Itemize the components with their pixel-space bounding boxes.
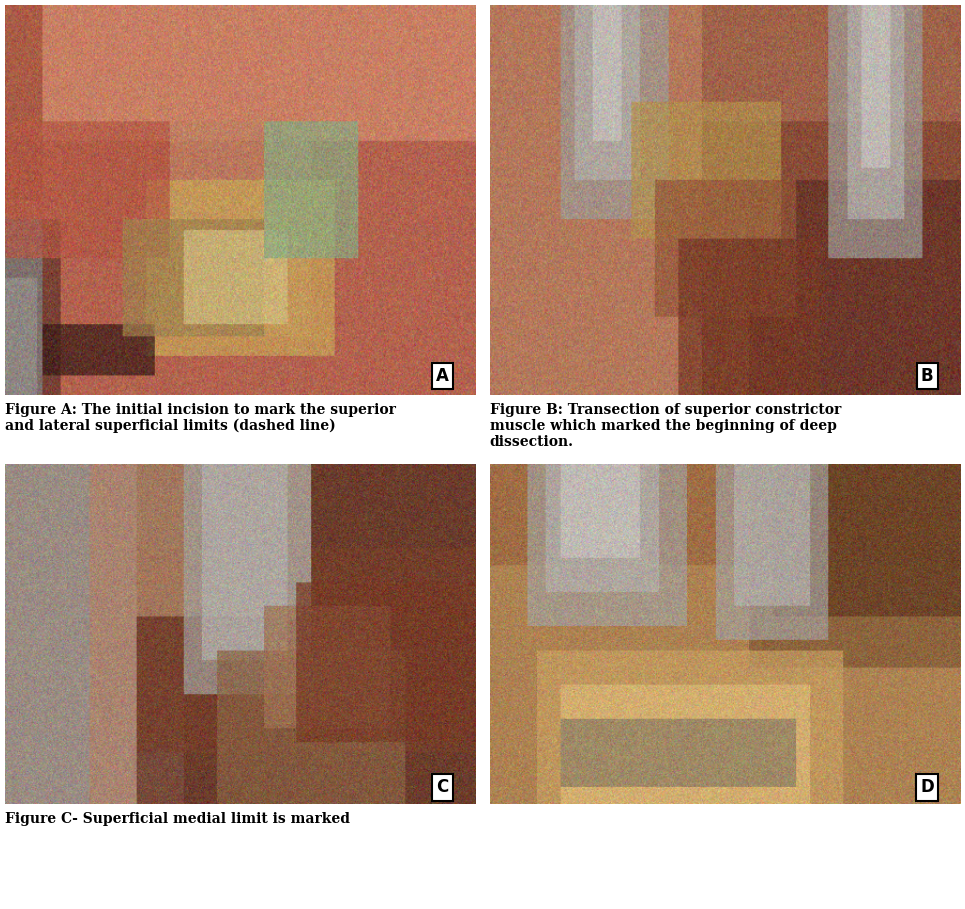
Text: C: C bbox=[436, 778, 449, 796]
Text: Figure B: Transection of superior constrictor
muscle which marked the beginning : Figure B: Transection of superior constr… bbox=[489, 403, 841, 449]
Text: Figure A: The initial incision to mark the superior
and lateral superficial limi: Figure A: The initial incision to mark t… bbox=[5, 403, 396, 434]
Text: Figure C- Superficial medial limit is marked: Figure C- Superficial medial limit is ma… bbox=[5, 812, 350, 825]
Text: D: D bbox=[921, 778, 934, 796]
Text: A: A bbox=[436, 367, 449, 385]
Text: B: B bbox=[921, 367, 933, 385]
